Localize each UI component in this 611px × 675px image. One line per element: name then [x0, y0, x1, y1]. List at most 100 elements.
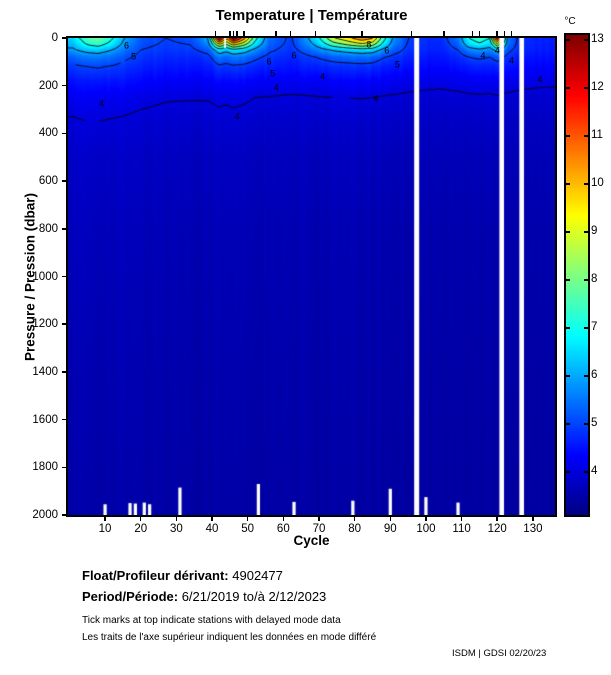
- delayed-mode-tick: [410, 31, 413, 36]
- y-tick: [62, 466, 66, 469]
- x-tick-label: 100: [416, 523, 436, 535]
- colorbar-tick-label: 12: [591, 81, 604, 94]
- y-tick-label: 600: [38, 175, 58, 188]
- y-tick-label: 400: [38, 127, 58, 140]
- delayed-mode-tick: [361, 31, 363, 36]
- contour-label: 4: [494, 45, 500, 56]
- delayed-mode-tick: [478, 31, 481, 36]
- colorbar-tick: [584, 183, 588, 185]
- contour-label: 6: [123, 40, 129, 51]
- contour-label: 4: [320, 71, 326, 82]
- float-id-label: Float/Profileur dérivant:: [82, 568, 229, 583]
- x-tick: [532, 517, 534, 521]
- colorbar-tick: [584, 279, 588, 281]
- x-tick: [246, 517, 249, 521]
- float-id-value: 4902477: [232, 568, 283, 583]
- colorbar-canvas: [566, 35, 588, 515]
- y-tick: [62, 371, 66, 373]
- contour-label: 4: [537, 74, 543, 85]
- colorbar-tick: [584, 87, 588, 89]
- colorbar-tick-label: 6: [591, 369, 598, 382]
- x-tick-label: 130: [523, 523, 543, 535]
- delayed-mode-tick: [229, 31, 231, 36]
- x-tick-label: 30: [169, 523, 183, 535]
- x-tick: [318, 517, 320, 521]
- contour-label: 6: [291, 50, 297, 61]
- colorbar-tick-label: 13: [591, 33, 604, 46]
- period-label: Period/Période:: [82, 589, 179, 604]
- x-tick: [425, 517, 427, 521]
- x-tick: [175, 517, 178, 521]
- heatmap-canvas: [68, 38, 555, 515]
- x-tick-label: 120: [487, 523, 507, 535]
- colorbar-tick: [566, 375, 570, 377]
- colorbar-tick: [566, 471, 570, 473]
- delayed-mode-tick: [214, 31, 217, 36]
- contour-label: 5: [270, 68, 276, 79]
- x-tick: [460, 517, 463, 521]
- delayed-mode-tick: [471, 31, 474, 36]
- x-tick-label: 10: [98, 523, 112, 535]
- plot-area: [66, 36, 557, 517]
- y-tick-label: 0: [51, 32, 58, 44]
- y-tick: [62, 323, 66, 325]
- colorbar-tick: [584, 135, 588, 137]
- y-tick: [62, 84, 66, 87]
- x-tick-label: 80: [348, 523, 362, 535]
- y-tick-label: 1000: [32, 270, 58, 283]
- contour-label: 4: [98, 98, 105, 109]
- colorbar-tick: [584, 39, 588, 41]
- y-tick-label: 200: [38, 79, 58, 92]
- x-axis-label: Cycle: [293, 533, 330, 548]
- x-tick-label: 90: [383, 523, 397, 535]
- delayed-mode-tick: [496, 31, 498, 36]
- contour-label: 6: [266, 56, 272, 67]
- delayed-mode-tick: [275, 31, 277, 36]
- contour-label: 5: [394, 59, 400, 70]
- y-tick: [62, 228, 66, 230]
- colorbar-tick: [566, 327, 570, 329]
- x-tick: [211, 517, 213, 521]
- x-tick: [389, 517, 392, 521]
- x-tick-label: 40: [205, 523, 219, 535]
- note-french: Les traits de l'axe supérieur indiquent …: [82, 632, 377, 643]
- y-tick-label: 1200: [32, 318, 58, 331]
- x-tick: [104, 517, 106, 521]
- colorbar-tick: [566, 279, 570, 281]
- colorbar-tick-label: 11: [591, 129, 603, 142]
- x-tick-label: 70: [312, 523, 326, 535]
- colorbar-tick: [566, 423, 570, 425]
- x-tick-label: 20: [134, 523, 148, 535]
- y-tick: [62, 180, 66, 182]
- colorbar-tick: [584, 231, 588, 233]
- delayed-mode-tick: [503, 31, 506, 36]
- y-tick-label: 2000: [32, 509, 58, 521]
- delayed-mode-tick: [339, 31, 342, 36]
- colorbar-tick-label: 7: [591, 321, 598, 334]
- colorbar-tick-label: 4: [591, 465, 598, 478]
- colorbar-tick-label: 9: [591, 225, 598, 238]
- y-tick: [62, 514, 66, 516]
- delayed-mode-tick: [243, 31, 245, 36]
- y-tick: [62, 418, 66, 421]
- credit-text: ISDM | GDSI 02/20/23: [452, 648, 547, 659]
- colorbar-tick: [584, 327, 588, 329]
- delayed-mode-tick: [289, 31, 292, 36]
- x-tick-label: 60: [276, 523, 290, 535]
- colorbar-tick: [566, 183, 570, 185]
- contour-label: 8: [366, 39, 372, 50]
- contour-label: 4: [373, 93, 379, 104]
- x-tick: [139, 517, 142, 521]
- y-tick-label: 1400: [32, 365, 58, 378]
- x-tick-label: 50: [241, 523, 255, 535]
- float-id-line: Float/Profileur dérivant: 4902477: [82, 568, 283, 583]
- colorbar-tick-label: 10: [591, 177, 604, 190]
- colorbar-tick-label: 5: [591, 417, 598, 430]
- delayed-mode-tick: [232, 31, 235, 36]
- contour-label: 4: [508, 55, 515, 66]
- colorbar-tick: [566, 39, 570, 41]
- colorbar-tick: [584, 423, 588, 425]
- colorbar-tick-label: 8: [591, 273, 598, 286]
- period-line: Period/Période: 6/21/2019 to/à 2/12/2023: [82, 589, 326, 604]
